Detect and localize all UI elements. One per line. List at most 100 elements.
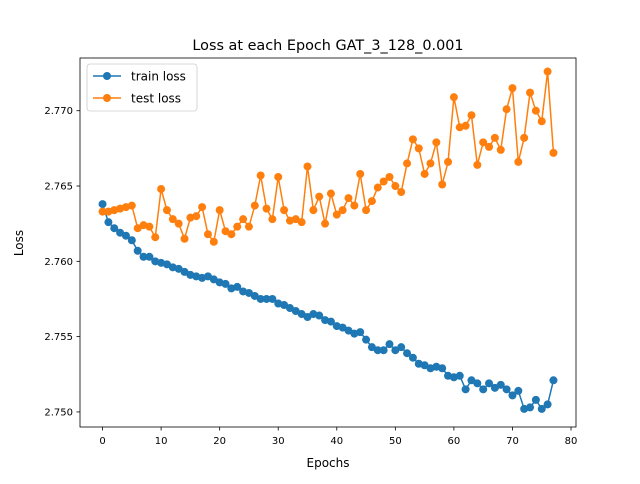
- train-loss-point: [455, 371, 464, 380]
- test-loss-point: [473, 160, 482, 169]
- test-loss-point: [145, 222, 154, 231]
- test-loss-point: [385, 172, 394, 181]
- test-loss-point: [162, 206, 171, 215]
- train-loss-point: [531, 395, 540, 404]
- test-loss-point: [420, 169, 429, 178]
- test-loss-point: [467, 111, 476, 120]
- test-loss-point: [332, 210, 341, 219]
- test-loss-point: [227, 230, 236, 239]
- test-loss-point: [174, 219, 183, 228]
- train-loss-point: [461, 385, 470, 394]
- x-tick-label: 10: [155, 436, 168, 447]
- train-loss-point: [479, 385, 488, 394]
- test-loss-point: [280, 206, 289, 215]
- test-loss-point: [192, 212, 201, 221]
- y-axis: 2.750 2.755 2.760 2.765 2.770: [44, 106, 80, 418]
- train-loss-point: [127, 236, 136, 245]
- test-loss-point: [438, 180, 447, 189]
- legend-marker-test-loss: [103, 94, 111, 102]
- legend: train loss test loss: [86, 63, 198, 112]
- plot-area: [79, 57, 577, 428]
- test-loss-point: [262, 204, 271, 213]
- test-loss-point: [127, 201, 136, 210]
- test-loss-point: [502, 105, 511, 114]
- test-loss-point: [268, 215, 277, 224]
- x-tick-label: 60: [448, 436, 461, 447]
- train-loss-point: [110, 224, 119, 233]
- train-loss-point: [262, 294, 271, 303]
- test-loss-point: [373, 183, 382, 192]
- x-tick-label: 50: [389, 436, 402, 447]
- test-loss-point: [444, 157, 453, 166]
- legend-label-test-loss: test loss: [131, 92, 181, 106]
- test-loss-point: [198, 203, 207, 212]
- train-loss-point: [373, 346, 382, 355]
- train-loss-point: [98, 200, 107, 209]
- train-loss-point: [379, 346, 388, 355]
- train-loss-point: [233, 282, 242, 291]
- test-loss-point: [520, 133, 529, 142]
- test-loss-point: [350, 201, 359, 210]
- train-loss-point: [356, 328, 365, 337]
- x-tick-label: 70: [506, 436, 519, 447]
- series-train-loss: [98, 200, 558, 413]
- train-loss-point: [526, 403, 535, 412]
- test-loss-point: [309, 206, 318, 215]
- x-axis: 0 10 20 30 40 50 60 70 80: [99, 427, 577, 447]
- train-loss-point: [268, 294, 277, 303]
- train-loss-point: [139, 252, 148, 261]
- test-loss-point: [432, 138, 441, 147]
- test-loss-point: [315, 192, 324, 201]
- train-loss-point: [549, 376, 558, 385]
- train-loss-point: [438, 364, 447, 373]
- y-tick-label: 2.770: [44, 106, 73, 117]
- train-loss-point: [537, 404, 546, 413]
- test-loss-point: [203, 230, 212, 239]
- train-loss-point: [543, 400, 552, 409]
- test-loss-point: [496, 145, 505, 154]
- test-loss-point: [250, 201, 259, 210]
- x-axis-label: Epochs: [307, 456, 350, 470]
- test-loss-point: [256, 171, 265, 180]
- test-loss-point: [303, 162, 312, 171]
- x-tick-label: 20: [213, 436, 226, 447]
- test-loss-point: [239, 215, 248, 224]
- test-loss-point: [326, 189, 335, 198]
- train-loss-point: [221, 279, 230, 288]
- train-loss-point: [514, 386, 523, 395]
- train-loss-point: [408, 353, 417, 362]
- series-layer: [98, 67, 558, 413]
- test-loss-point: [180, 234, 189, 243]
- y-tick-label: 2.760: [44, 257, 73, 268]
- test-loss-point: [403, 159, 412, 168]
- test-loss-point: [321, 219, 330, 228]
- train-loss-point: [315, 311, 324, 320]
- train-loss-point: [385, 340, 394, 349]
- y-tick-label: 2.755: [44, 332, 73, 343]
- x-tick-label: 0: [99, 436, 105, 447]
- test-loss-point: [426, 159, 435, 168]
- test-loss-point: [338, 206, 347, 215]
- chart-title: Loss at each Epoch GAT_3_128_0.001: [192, 38, 463, 54]
- test-loss-point: [362, 206, 371, 215]
- y-tick-label: 2.765: [44, 182, 73, 193]
- y-tick-label: 2.750: [44, 407, 73, 418]
- test-loss-point: [274, 172, 283, 181]
- train-loss-point: [473, 379, 482, 388]
- test-loss-point: [397, 188, 406, 197]
- train-loss-point: [508, 391, 517, 400]
- test-loss-point: [543, 67, 552, 76]
- y-axis-label: Loss: [12, 230, 26, 256]
- test-loss-point: [356, 169, 365, 178]
- test-loss-point: [549, 148, 558, 157]
- test-loss-point: [537, 117, 546, 126]
- x-tick-label: 40: [330, 436, 343, 447]
- train-loss-point: [326, 317, 335, 326]
- test-loss-point: [233, 222, 242, 231]
- train-loss-point: [145, 252, 154, 261]
- test-loss-point: [344, 194, 353, 203]
- test-loss-point: [485, 142, 494, 151]
- test-loss-point: [391, 182, 400, 191]
- test-loss-point: [449, 93, 458, 102]
